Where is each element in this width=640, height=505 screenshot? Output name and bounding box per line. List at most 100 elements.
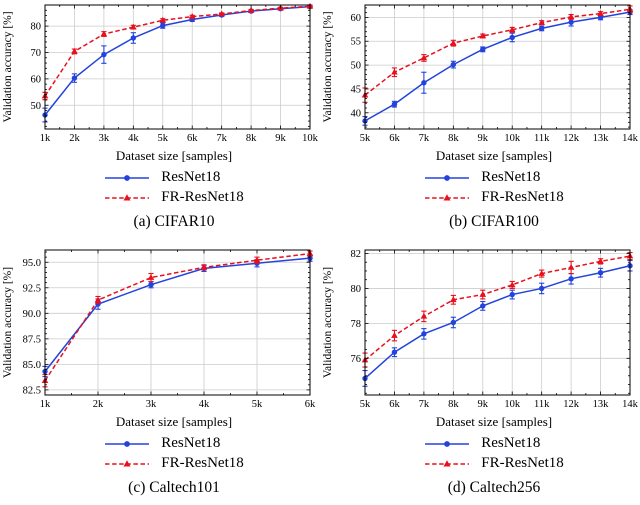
- data-markers: [41, 2, 314, 99]
- legend-entry-fr-resnet18: FR-ResNet18: [104, 455, 244, 472]
- legend-line-sample-icon: [105, 193, 150, 200]
- legend-label: ResNet18: [161, 435, 221, 451]
- data-line: [44, 5, 311, 97]
- svg-text:6k: 6k: [305, 399, 316, 410]
- x-axis-label: Dataset size [samples]: [115, 414, 233, 429]
- svg-text:4k: 4k: [128, 133, 139, 144]
- data-markers: [41, 250, 314, 384]
- series-fr-resnet18: [361, 5, 634, 103]
- chart-canvas: 5k 6k 7k 8k 9k 10k 11k 12k 13k 14k 40 45 50 55 60 Valid…: [322, 4, 639, 144]
- data-markers: [42, 255, 313, 375]
- error-bars: [362, 5, 633, 103]
- subplot-caption: (b) CIFAR100: [449, 213, 539, 230]
- svg-text:5k: 5k: [360, 399, 371, 410]
- svg-text:80: 80: [351, 284, 362, 295]
- legend-label: FR-ResNet18: [481, 455, 564, 471]
- svg-text:10k: 10k: [302, 133, 318, 144]
- subplot-cifar100: 5k 6k 7k 8k 9k 10k 11k 12k 13k 14k 40 45 50 55 60 Valid…: [320, 0, 640, 245]
- tick-labels: 5k 6k 7k 8k 9k 10k 11k 12k 13k 14k 76 78 80 82: [351, 249, 639, 410]
- svg-text:12k: 12k: [563, 133, 580, 144]
- legend: ResNet18 FR-ResNet18: [424, 435, 564, 472]
- svg-text:5k: 5k: [360, 133, 371, 144]
- svg-text:9k: 9k: [478, 399, 489, 410]
- error-bars: [42, 250, 313, 388]
- svg-text:55: 55: [351, 37, 362, 48]
- svg-text:6k: 6k: [187, 133, 198, 144]
- axes-frame: [44, 4, 311, 130]
- legend-entry-fr-resnet18: FR-ResNet18: [424, 189, 564, 206]
- axis-ticks: [364, 5, 631, 129]
- svg-text:10k: 10k: [504, 399, 521, 410]
- series-fr-resnet18: [41, 2, 314, 101]
- chart-canvas: 1k 2k 3k 4k 5k 6k 82.5 85.0 87.5 90.0 92.5 95.0 Vali…: [2, 249, 316, 410]
- series-resnet18: [362, 259, 633, 387]
- data-markers: [361, 252, 634, 363]
- svg-text:2k: 2k: [69, 133, 80, 144]
- subplot-caltech256: 5k 6k 7k 8k 9k 10k 11k 12k 13k 14k 76 78 80 82 Validat…: [320, 245, 640, 505]
- x-axis-label: Dataset size [samples]: [435, 414, 553, 429]
- legend-line-sample-icon: [105, 440, 150, 447]
- svg-text:1k: 1k: [40, 133, 51, 144]
- gridlines: [44, 5, 311, 129]
- chart-canvas: 1k 2k 3k 4k 5k 6k 7k 8k 9k 10k 50 60 70 80 Validation …: [2, 2, 319, 144]
- legend-line-sample-icon: [425, 440, 470, 447]
- svg-text:11k: 11k: [534, 133, 550, 144]
- y-axis-label: Validation accuracy [%]: [2, 267, 14, 378]
- data-line: [44, 252, 311, 382]
- svg-text:2k: 2k: [93, 399, 104, 410]
- data-markers: [362, 9, 633, 124]
- tick-labels: 1k 2k 3k 4k 5k 6k 82.5 85.0 87.5 90.0 92.5 95.0: [23, 258, 316, 410]
- gridlines: [364, 250, 631, 395]
- legend-label: ResNet18: [481, 435, 541, 451]
- legend-entry-fr-resnet18: FR-ResNet18: [424, 455, 564, 472]
- svg-text:7k: 7k: [419, 133, 430, 144]
- legend-label: FR-ResNet18: [161, 455, 244, 471]
- svg-text:80: 80: [31, 22, 42, 33]
- svg-text:12k: 12k: [563, 399, 580, 410]
- svg-text:45: 45: [351, 84, 362, 95]
- legend-line-sample-icon: [105, 459, 150, 466]
- chart-cifar10: 1k 2k 3k 4k 5k 6k 7k 8k 9k 10k 50 60 70 80 Validation …: [0, 0, 320, 147]
- y-axis-label: Validation accuracy [%]: [322, 11, 334, 122]
- svg-text:50: 50: [351, 61, 362, 72]
- series-resnet18: [42, 3, 313, 123]
- svg-text:11k: 11k: [534, 399, 550, 410]
- y-axis-label: Validation accuracy [%]: [2, 11, 14, 122]
- legend-line-sample-icon: [425, 174, 470, 181]
- error-bars: [362, 252, 633, 368]
- svg-text:8k: 8k: [246, 133, 257, 144]
- axis-ticks: [44, 5, 311, 129]
- chart-caltech256: 5k 6k 7k 8k 9k 10k 11k 12k 13k 14k 76 78 80 82 Validat…: [320, 245, 640, 413]
- svg-text:60: 60: [351, 13, 362, 24]
- legend-label: ResNet18: [161, 169, 221, 185]
- gridlines: [364, 5, 631, 129]
- svg-text:4k: 4k: [199, 399, 210, 410]
- svg-text:76: 76: [351, 354, 362, 365]
- series-resnet18: [42, 254, 313, 378]
- legend-label: FR-ResNet18: [161, 189, 244, 205]
- data-line: [364, 11, 631, 122]
- svg-text:50: 50: [31, 101, 42, 112]
- svg-text:8k: 8k: [448, 133, 459, 144]
- legend-line-sample-icon: [105, 174, 150, 181]
- svg-text:3k: 3k: [146, 399, 157, 410]
- legend-line-sample-icon: [425, 459, 470, 466]
- data-line: [44, 5, 311, 116]
- series-resnet18: [362, 9, 633, 126]
- series-fr-resnet18: [41, 250, 314, 388]
- svg-text:14k: 14k: [622, 399, 638, 410]
- svg-text:14k: 14k: [622, 133, 638, 144]
- x-axis-label: Dataset size [samples]: [435, 148, 553, 163]
- svg-text:6k: 6k: [389, 133, 400, 144]
- svg-text:95.0: 95.0: [23, 258, 41, 269]
- legend-entry-fr-resnet18: FR-ResNet18: [104, 189, 244, 206]
- svg-text:7k: 7k: [216, 133, 227, 144]
- svg-text:87.5: 87.5: [23, 334, 41, 345]
- axis-ticks: [44, 250, 311, 396]
- subplot-caltech101: 1k 2k 3k 4k 5k 6k 82.5 85.0 87.5 90.0 92.5 95.0 Vali…: [0, 245, 320, 505]
- svg-text:85.0: 85.0: [23, 360, 41, 371]
- axis-ticks: [364, 250, 631, 395]
- svg-text:60: 60: [31, 74, 42, 85]
- svg-text:1k: 1k: [40, 399, 51, 410]
